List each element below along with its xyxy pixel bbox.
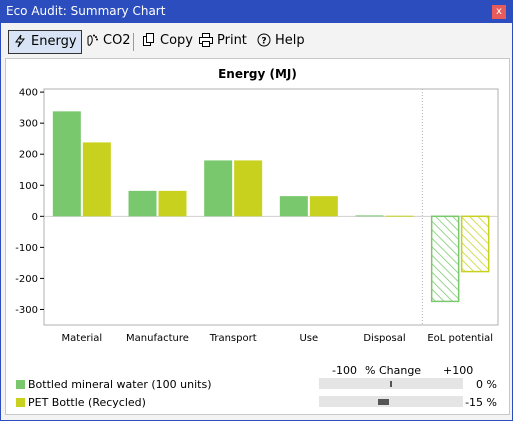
copy-label: Copy: [160, 33, 193, 48]
x-tick-label: EoL potential: [427, 333, 493, 344]
percent-change-min: -100: [332, 364, 357, 377]
legend-swatch: [16, 380, 25, 389]
plot-frame: [43, 88, 499, 326]
legend-item-bottled-water: Bottled mineral water (100 units): [16, 378, 212, 391]
print-label: Print: [217, 33, 247, 48]
toolbar-separator: [133, 33, 134, 51]
energy-bar-chart: 400 300 200 100 0 -100 -200 -300 Material Manufac…: [15, 88, 499, 344]
energy-button[interactable]: Energy: [8, 30, 82, 54]
lightning-icon: [15, 34, 25, 48]
legend-label: PET Bottle (Recycled): [28, 396, 146, 409]
chart-canvas: Energy (MJ) 400 300 200 100 0 -100 -200 -300 Mat…: [5, 58, 510, 415]
y-tick-label: 400: [19, 88, 38, 99]
bar: [158, 190, 187, 217]
window-title: Eco Audit: Summary Chart: [6, 4, 166, 18]
bar: [385, 215, 414, 217]
help-icon: ?: [257, 33, 271, 47]
y-tick-label: 300: [19, 119, 38, 130]
x-tick-label: Material: [62, 333, 103, 344]
x-tick-label: Use: [299, 333, 318, 344]
legend-label: Bottled mineral water (100 units): [28, 378, 212, 391]
percent-change-value: -15 %: [465, 396, 497, 409]
co2-label: CO2: [103, 33, 131, 48]
bar: [460, 215, 490, 273]
legend-item-pet-bottle: PET Bottle (Recycled): [16, 396, 146, 409]
title-bar: Eco Audit: Summary Chart x: [1, 1, 512, 23]
percent-change-header: % Change: [365, 364, 422, 377]
bar: [279, 196, 308, 217]
y-tick-label: -100: [15, 243, 38, 254]
legend-swatch: [16, 398, 25, 407]
footprint-icon: [87, 34, 98, 46]
close-button[interactable]: x: [492, 5, 506, 19]
x-tick-label: Transport: [209, 333, 257, 344]
percent-change-bar: [319, 396, 463, 407]
bar: [82, 142, 111, 217]
bar: [128, 190, 157, 217]
copy-icon: [143, 33, 154, 46]
energy-label: Energy: [31, 34, 77, 49]
percent-change-marker: [378, 399, 389, 405]
x-tick-label: Disposal: [363, 333, 405, 344]
bar: [204, 160, 233, 217]
help-label: Help: [275, 33, 305, 48]
y-tick-label: 100: [19, 181, 38, 192]
bar: [52, 111, 81, 217]
percent-change-max: +100: [443, 364, 474, 377]
svg-text:?: ?: [261, 37, 266, 47]
y-tick-label: 200: [19, 150, 38, 161]
bar: [234, 160, 263, 217]
co2-button[interactable]: CO2: [81, 30, 135, 54]
percent-change-marker: [390, 381, 392, 387]
y-tick-label: -300: [15, 305, 38, 316]
printer-icon: [199, 33, 213, 47]
bar: [355, 215, 384, 217]
toolbar: Energy CO2 Copy Print ?: [1, 23, 512, 57]
bar: [309, 196, 338, 217]
help-button[interactable]: ? Help: [253, 30, 309, 54]
y-tick-label: -200: [15, 274, 38, 285]
copy-button[interactable]: Copy: [138, 30, 197, 54]
y-tick-label: 0: [32, 212, 38, 223]
percent-change-value: 0 %: [476, 378, 497, 391]
chart-title: Energy (MJ): [218, 67, 297, 81]
percent-change-bar: [319, 378, 463, 389]
bar: [430, 215, 460, 303]
x-tick-label: Manufacture: [126, 333, 189, 344]
print-button[interactable]: Print: [195, 30, 251, 54]
